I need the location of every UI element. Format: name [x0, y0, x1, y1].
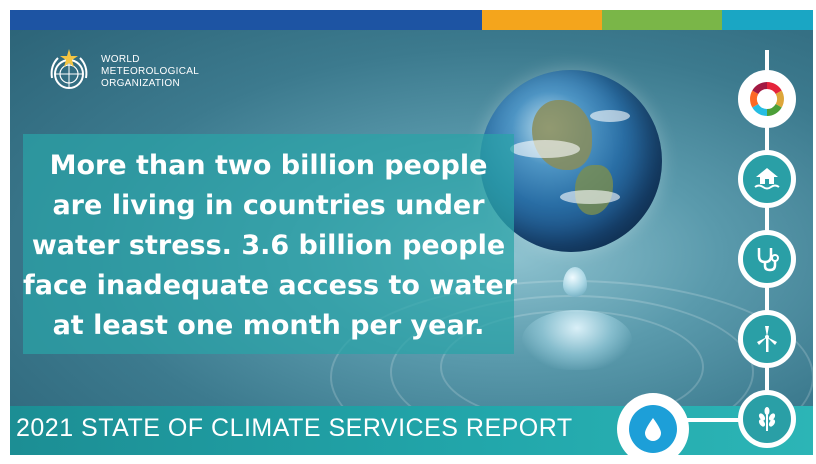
org-line: METEOROLOGICAL	[101, 66, 200, 77]
footer-band: 2021 STATE OF CLIMATE SERVICES REPORT	[10, 406, 813, 455]
headline-line: are living in countries under	[52, 190, 485, 221]
headline-line: at least one month per year.	[52, 310, 485, 341]
org-line: ORGANIZATION	[101, 78, 180, 89]
wind-turbine-icon	[757, 326, 777, 352]
disaster-risk-node	[738, 150, 796, 208]
organization-name: WORLD METEOROLOGICAL ORGANIZATION	[101, 54, 199, 90]
cloud	[560, 190, 620, 204]
water-node	[617, 393, 689, 455]
infographic-card: WORLD METEOROLOGICAL ORGANIZATION More t…	[10, 10, 813, 455]
cloud	[510, 140, 580, 158]
headline-line: More than two billion people	[49, 150, 488, 181]
agriculture-node	[738, 390, 796, 448]
stripe-green	[602, 10, 722, 30]
continent	[532, 100, 592, 170]
report-title: 2021 STATE OF CLIMATE SERVICES REPORT	[16, 414, 573, 442]
health-node	[738, 230, 796, 288]
house-flood-icon	[754, 168, 780, 190]
headline-line: water stress. 3.6 billion people	[31, 230, 506, 261]
earth-globe	[480, 70, 662, 252]
wmo-emblem-icon	[50, 49, 88, 89]
sdg-node	[738, 70, 796, 128]
sdg-wheel-icon	[750, 82, 784, 116]
energy-node	[738, 310, 796, 368]
water-droplet	[563, 267, 587, 297]
stethoscope-icon	[757, 248, 779, 272]
wmo-logo: WORLD METEOROLOGICAL ORGANIZATION	[46, 40, 246, 100]
stripe-cyan	[722, 10, 813, 30]
stripe-blue	[10, 10, 482, 30]
cloud	[590, 110, 630, 122]
wheat-icon	[758, 407, 776, 431]
headline-box: More than two billion people are living …	[23, 134, 518, 354]
water-drop-icon	[645, 418, 661, 441]
headline: More than two billion people are living …	[23, 146, 518, 346]
org-line: WORLD	[101, 54, 140, 65]
stripe-orange	[482, 10, 602, 30]
water-splash	[522, 310, 632, 370]
headline-line: face inadequate access to water	[23, 270, 518, 301]
water-node-inner	[629, 405, 677, 453]
timeline-connector	[658, 418, 768, 422]
